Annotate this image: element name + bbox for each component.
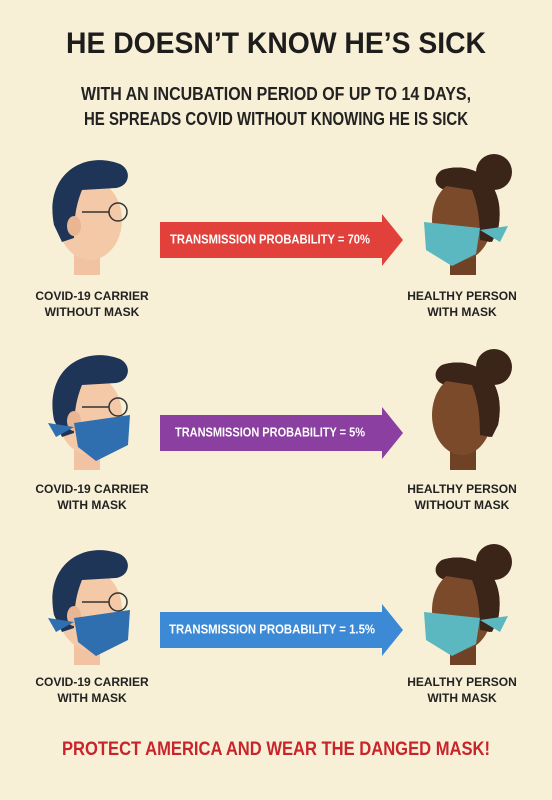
healthy-figure <box>424 544 512 665</box>
title: HE DOESN’T KNOW HE’S SICK <box>66 27 486 60</box>
footer: PROTECT AMERICA AND WEAR THE DANGED MASK… <box>62 739 490 760</box>
arrow-label: TRANSMISSION PROBABILITY = 70% <box>170 231 370 246</box>
arrow <box>160 214 403 266</box>
right-label: WITHOUT MASK <box>415 498 510 512</box>
left-label: WITHOUT MASK <box>45 305 140 319</box>
left-label: COVID-19 CARRIER <box>35 289 149 303</box>
carrier-figure <box>51 159 129 276</box>
left-label: COVID-19 CARRIER <box>35 482 149 496</box>
left-label: WITH MASK <box>57 691 127 705</box>
arrow-label: TRANSMISSION PROBABILITY = 1.5% <box>169 621 375 636</box>
right-label: WITH MASK <box>427 691 497 705</box>
arrow <box>160 407 403 459</box>
carrier-figure <box>48 354 130 471</box>
left-label: WITH MASK <box>57 498 127 512</box>
subtitle-line: HE SPREADS COVID WITHOUT KNOWING HE IS S… <box>84 109 468 129</box>
healthy-figure <box>424 154 512 275</box>
healthy-figure <box>432 349 512 470</box>
right-label: HEALTHY PERSON <box>407 675 517 689</box>
left-label: COVID-19 CARRIER <box>35 675 149 689</box>
arrow <box>160 604 403 656</box>
right-label: WITH MASK <box>427 305 497 319</box>
subtitle-line: WITH AN INCUBATION PERIOD OF UP TO 14 DA… <box>81 84 471 104</box>
right-label: HEALTHY PERSON <box>407 289 517 303</box>
carrier-figure <box>48 549 130 666</box>
arrow-label: TRANSMISSION PROBABILITY = 5% <box>175 424 365 439</box>
right-label: HEALTHY PERSON <box>407 482 517 496</box>
